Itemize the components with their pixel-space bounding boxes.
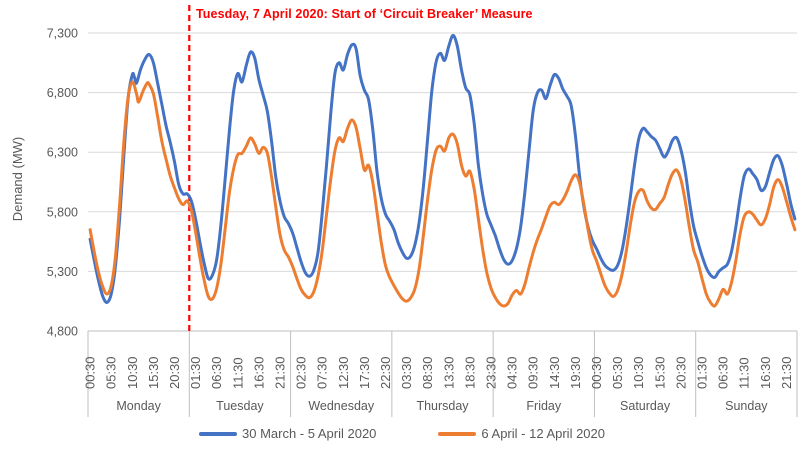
y-tick-label: 4,800 xyxy=(47,325,78,339)
y-tick-label: 7,300 xyxy=(47,27,78,41)
series-line-week2 xyxy=(88,80,797,308)
y-axis-title-text: Demand (MW) xyxy=(10,136,25,222)
time-tick-label: 04:30 xyxy=(505,356,520,389)
time-tick-label: 19:30 xyxy=(568,356,583,389)
legend-line-swatch xyxy=(199,431,237,436)
day-label: Tuesday xyxy=(216,399,264,413)
legend: 30 March - 5 April 2020 6 April - 12 Apri… xyxy=(0,426,804,441)
time-tick-label: 17:30 xyxy=(357,356,372,389)
time-tick-label: 03:30 xyxy=(399,356,414,389)
time-tick-label: 08:30 xyxy=(420,356,435,389)
time-tick-label: 15:30 xyxy=(652,356,667,389)
day-label: Monday xyxy=(116,399,161,413)
time-tick-label: 21:30 xyxy=(273,356,288,389)
time-tick-label: 01:30 xyxy=(695,356,710,389)
time-tick-label: 10:30 xyxy=(125,356,140,389)
y-tick-label: 6,800 xyxy=(47,86,78,100)
time-tick-label: 02:30 xyxy=(294,356,309,389)
time-tick-label: 16:30 xyxy=(758,356,773,389)
series-line-week1 xyxy=(88,33,797,304)
circuit-breaker-annotation: Tuesday, 7 April 2020: Start of ‘Circuit… xyxy=(196,7,533,21)
time-tick-label: 20:30 xyxy=(167,356,182,389)
legend-item-week1: 30 March - 5 April 2020 xyxy=(199,426,376,441)
time-tick-label: 14:30 xyxy=(547,356,562,389)
time-tick-label: 11:30 xyxy=(230,357,245,389)
y-tick-label: 5,300 xyxy=(47,265,78,279)
time-tick-label: 21:30 xyxy=(779,356,794,389)
time-tick-label: 00:30 xyxy=(589,356,604,389)
time-tick-label: 06:30 xyxy=(209,356,224,389)
day-label: Sunday xyxy=(725,399,768,413)
time-tick-label: 06:30 xyxy=(716,356,731,389)
time-tick-label: 00:30 xyxy=(83,356,98,389)
time-tick-label: 12:30 xyxy=(336,356,351,389)
legend-label: 6 April - 12 April 2020 xyxy=(481,426,605,441)
time-tick-label: 15:30 xyxy=(146,356,161,389)
legend-label: 30 March - 5 April 2020 xyxy=(242,426,377,441)
day-label: Friday xyxy=(526,399,561,413)
legend-item-week2: 6 April - 12 April 2020 xyxy=(438,426,605,441)
day-label: Thursday xyxy=(416,399,469,413)
time-tick-label: 13:30 xyxy=(441,356,456,389)
time-tick-label: 07:30 xyxy=(315,356,330,389)
time-tick-label: 11:30 xyxy=(737,357,752,389)
time-tick-label: 05:30 xyxy=(610,356,625,389)
legend-line-swatch xyxy=(438,431,477,436)
time-tick-label: 16:30 xyxy=(251,356,266,389)
time-tick-label: 22:30 xyxy=(378,356,393,389)
y-tick-label: 5,800 xyxy=(47,205,78,219)
time-tick-label: 20:30 xyxy=(673,356,688,389)
y-tick-label: 6,300 xyxy=(47,146,78,160)
time-tick-label: 05:30 xyxy=(104,356,119,389)
time-tick-label: 23:30 xyxy=(484,356,499,389)
time-tick-label: 09:30 xyxy=(526,356,541,389)
day-label: Wednesday xyxy=(308,399,375,413)
time-tick-label: 01:30 xyxy=(188,356,203,389)
time-tick-label: 18:30 xyxy=(462,356,477,389)
day-label: Saturday xyxy=(620,399,671,413)
time-tick-label: 10:30 xyxy=(631,356,646,389)
